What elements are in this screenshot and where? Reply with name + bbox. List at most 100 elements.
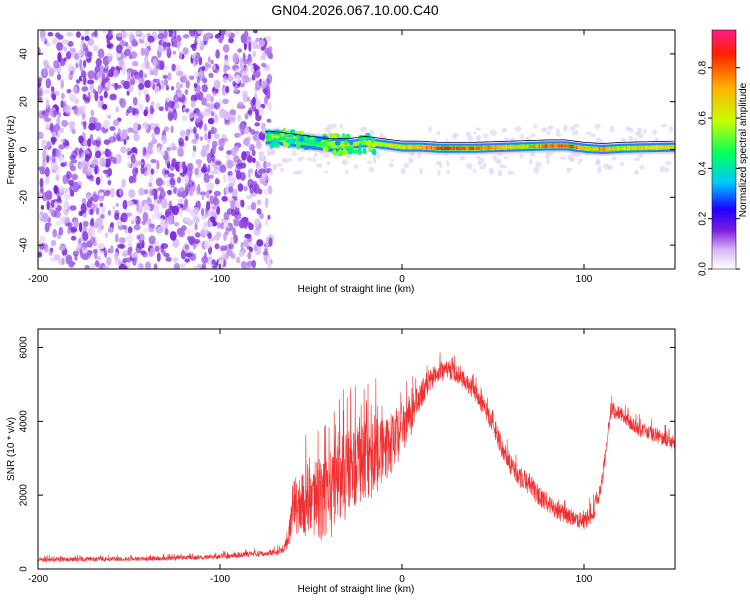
noise-speckle xyxy=(95,150,102,159)
ridge-peak xyxy=(400,145,403,149)
ridge-peak xyxy=(514,145,517,149)
noise-speckle xyxy=(142,146,147,157)
noise-speckle xyxy=(82,93,87,101)
noise-speckle xyxy=(210,111,215,117)
noise-speckle xyxy=(139,263,144,269)
noise-speckle xyxy=(140,165,145,175)
noise-speckle xyxy=(38,252,42,258)
noise-speckle xyxy=(211,259,216,265)
snr-line xyxy=(38,352,675,563)
noise-speckle xyxy=(182,47,189,55)
noise-speckle xyxy=(180,263,186,268)
noise-speckle xyxy=(119,187,123,196)
ridge-peak xyxy=(423,145,425,149)
ridge-peak xyxy=(627,146,629,150)
noise-speckle xyxy=(250,128,255,135)
ridge-peak xyxy=(528,145,530,149)
ridge-blob xyxy=(371,148,377,156)
ridge-peak xyxy=(363,141,365,145)
noise-speckle xyxy=(145,93,150,103)
noise-speckle xyxy=(118,237,126,244)
faint-speckle xyxy=(630,127,634,134)
ridge-peak xyxy=(490,146,493,150)
noise-speckle xyxy=(110,188,115,198)
noise-speckle xyxy=(259,212,264,219)
noise-speckle xyxy=(185,79,190,89)
faint-speckle xyxy=(497,169,503,177)
noise-speckle xyxy=(97,219,103,230)
noise-speckle xyxy=(263,66,271,72)
noise-speckle xyxy=(251,259,257,269)
noise-speckle xyxy=(147,147,154,155)
spectrogram-x-tick-label: -100 xyxy=(210,274,230,285)
faint-speckle xyxy=(619,162,625,166)
noise-speckle xyxy=(138,187,145,196)
ridge-peak xyxy=(603,147,605,151)
colorbar-tick-label: 0.6 xyxy=(698,111,709,125)
colorbar-gradient xyxy=(711,29,737,270)
ridge-blob xyxy=(344,140,348,146)
noise-speckle xyxy=(103,191,111,197)
noise-speckle xyxy=(98,77,102,83)
ridge-blob xyxy=(326,141,334,146)
noise-speckle xyxy=(147,196,151,202)
ridge-peak xyxy=(358,141,361,145)
noise-speckle xyxy=(220,222,225,230)
noise-speckle xyxy=(42,68,47,77)
faint-speckle xyxy=(503,128,507,132)
noise-speckle xyxy=(264,95,268,106)
noise-speckle xyxy=(94,91,99,102)
noise-speckle xyxy=(57,34,64,40)
noise-speckle xyxy=(48,206,53,214)
noise-speckle xyxy=(179,167,184,174)
noise-speckle xyxy=(178,229,185,238)
noise-speckle xyxy=(135,205,140,212)
ridge-peak xyxy=(432,146,434,150)
noise-speckle xyxy=(69,165,77,172)
ridge-peak xyxy=(550,144,553,148)
faint-speckle xyxy=(345,169,349,175)
noise-speckle xyxy=(233,234,239,244)
noise-speckle xyxy=(254,108,259,116)
noise-speckle xyxy=(153,66,159,77)
noise-speckle xyxy=(67,228,71,235)
noise-speckle xyxy=(223,211,230,221)
noise-speckle xyxy=(140,78,145,83)
noise-speckle xyxy=(167,173,175,178)
noise-speckle xyxy=(197,163,201,169)
noise-speckle xyxy=(265,161,272,168)
noise-speckle xyxy=(212,91,217,97)
ridge-peak xyxy=(564,144,566,148)
noise-speckle xyxy=(200,229,206,238)
noise-speckle xyxy=(195,159,203,165)
noise-speckle xyxy=(154,85,160,93)
noise-speckle xyxy=(54,123,61,132)
noise-speckle xyxy=(72,250,79,257)
ridge-peak xyxy=(498,145,500,150)
noise-speckle xyxy=(247,178,254,189)
ridge-peak xyxy=(552,144,554,148)
noise-speckle xyxy=(87,138,92,148)
spectrogram-x-tick-label: 0 xyxy=(399,274,405,285)
noise-speckle xyxy=(56,116,61,125)
ridge-peak xyxy=(621,146,623,150)
ridge-peak xyxy=(471,146,473,150)
ridge-peak xyxy=(619,146,622,150)
noise-speckle xyxy=(46,42,51,47)
noise-speckle xyxy=(106,44,112,49)
ridge-peak xyxy=(465,146,467,150)
noise-speckle xyxy=(142,47,150,56)
noise-speckle xyxy=(221,251,225,259)
ridge-peak xyxy=(487,146,490,150)
noise-speckle xyxy=(65,51,72,60)
ridge-peak xyxy=(265,135,268,140)
noise-speckle xyxy=(54,201,58,209)
ridge-peak xyxy=(583,146,586,150)
ridge-peak xyxy=(516,145,518,149)
noise-speckle xyxy=(129,246,133,254)
faint-speckle xyxy=(495,158,502,164)
noise-speckle xyxy=(53,185,59,194)
noise-speckle xyxy=(201,192,205,201)
noise-speckle xyxy=(118,57,124,68)
noise-speckle xyxy=(126,200,134,207)
